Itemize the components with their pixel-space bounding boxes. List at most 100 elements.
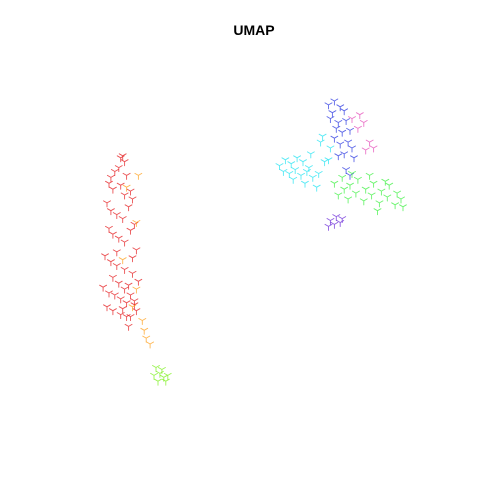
- data-point: [318, 133, 327, 141]
- data-point: [344, 196, 353, 204]
- data-point: [142, 335, 151, 343]
- data-point: [134, 278, 143, 286]
- data-point: [152, 365, 160, 372]
- data-point: [359, 198, 368, 206]
- data-point: [128, 255, 137, 263]
- data-point: [340, 151, 349, 159]
- data-point: [126, 188, 135, 196]
- data-point: [112, 212, 121, 220]
- data-point: [128, 196, 137, 204]
- data-point: [365, 139, 374, 147]
- data-point: [140, 327, 149, 335]
- data-point: [101, 253, 109, 261]
- data-point: [348, 145, 356, 153]
- chart-title: UMAP: [233, 22, 274, 38]
- data-point: [302, 169, 311, 176]
- data-point: [99, 284, 108, 292]
- data-point: [105, 180, 113, 188]
- data-point: [124, 204, 133, 212]
- data-point: [114, 165, 123, 173]
- data-point: [285, 171, 294, 178]
- data-point: [126, 292, 135, 300]
- data-point: [110, 292, 119, 300]
- data-point: [304, 165, 313, 173]
- data-point: [275, 163, 284, 171]
- data-point: [118, 257, 127, 265]
- data-point: [293, 155, 302, 163]
- data-point: [334, 192, 343, 200]
- data-point: [105, 225, 113, 233]
- data-point: [103, 200, 111, 208]
- data-point: [122, 300, 131, 308]
- data-point: [326, 218, 335, 225]
- data-point: [397, 196, 405, 204]
- data-point: [332, 125, 341, 133]
- data-point: [369, 180, 378, 188]
- data-point: [157, 367, 166, 374]
- data-point: [126, 227, 135, 235]
- data-point: [324, 223, 333, 231]
- data-point: [128, 304, 137, 312]
- data-point: [114, 280, 123, 288]
- data-point: [334, 153, 343, 161]
- data-point: [287, 161, 296, 169]
- data-point: [134, 172, 143, 180]
- data-point: [350, 155, 358, 163]
- data-point: [146, 341, 155, 349]
- data-point: [348, 171, 356, 178]
- data-point: [114, 235, 123, 243]
- data-point: [132, 308, 141, 316]
- data-point: [336, 104, 345, 112]
- data-point: [332, 214, 341, 222]
- data-point: [154, 378, 162, 386]
- data-point: [122, 172, 131, 180]
- data-point: [336, 141, 345, 149]
- data-point: [306, 151, 315, 159]
- data-point: [297, 172, 305, 180]
- data-point: [106, 174, 115, 182]
- data-point: [116, 182, 125, 190]
- data-point: [314, 171, 323, 178]
- data-point: [351, 190, 360, 198]
- data-point: [324, 102, 333, 110]
- data-point: [106, 208, 115, 216]
- data-point: [108, 231, 117, 239]
- data-point: [353, 125, 362, 133]
- data-point: [338, 216, 347, 224]
- data-point: [161, 378, 170, 386]
- data-point: [348, 116, 356, 124]
- data-point: [291, 167, 300, 175]
- data-point: [330, 98, 339, 106]
- data-point: [359, 120, 368, 127]
- data-point: [365, 172, 374, 180]
- data-point: [346, 182, 354, 190]
- data-point: [377, 188, 386, 196]
- data-point: [340, 186, 349, 194]
- data-point: [279, 169, 288, 176]
- data-point: [120, 286, 129, 294]
- data-point: [308, 174, 317, 182]
- data-point: [328, 110, 337, 118]
- data-point: [118, 153, 127, 161]
- data-point: [367, 192, 376, 200]
- data-point: [301, 180, 309, 188]
- data-point: [393, 190, 402, 198]
- data-point: [391, 202, 400, 210]
- data-point: [106, 259, 115, 267]
- data-point: [334, 120, 343, 127]
- data-point: [381, 178, 390, 186]
- data-point: [338, 129, 347, 137]
- data-point: [124, 282, 133, 290]
- data-point: [128, 270, 137, 278]
- data-point: [130, 221, 139, 229]
- data-point: [353, 176, 362, 184]
- data-point: [326, 145, 335, 153]
- data-point: [116, 312, 125, 320]
- data-point: [132, 247, 141, 255]
- data-point: [159, 374, 168, 382]
- data-point: [120, 239, 129, 247]
- data-point: [338, 174, 347, 182]
- data-point: [132, 286, 141, 294]
- data-point: [138, 318, 147, 325]
